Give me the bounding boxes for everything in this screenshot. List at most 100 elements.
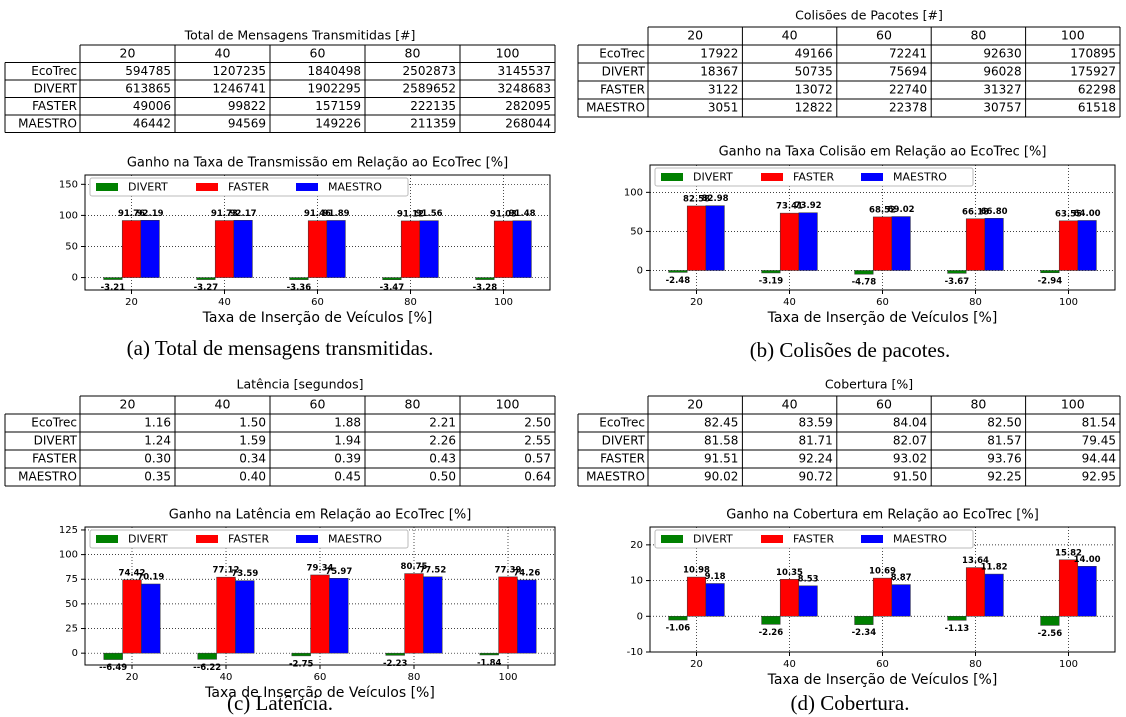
value-label: -3.67 [945,277,970,287]
table-cell: 0.45 [334,470,361,484]
value-label: 10.98 [683,566,710,576]
bar [686,205,707,271]
table-cell: 1.16 [144,416,171,430]
row-label: EcoTrec [599,416,645,430]
table-cell: 31327 [983,83,1021,97]
bar [326,220,346,278]
y-tick-label: 20 [630,540,643,551]
value-label: -3.19 [759,276,784,286]
legend-box [654,167,974,187]
table-cell: 0.34 [239,452,266,466]
table-cell: 81.58 [704,434,738,448]
plot-frame [84,526,556,666]
legend-label: DIVERT [693,533,733,546]
table-header: 100 [1061,28,1085,43]
table-cell: 46442 [133,116,171,130]
value-label: 73.92 [795,201,822,211]
bar [140,220,160,278]
row-label: DIVERT [602,65,646,79]
table-cell: 81.57 [987,434,1021,448]
x-axis-label: Taxa de Inserção de Veículos [%] [767,310,998,326]
x-tick-label: 80 [969,297,982,308]
legend-box [89,529,409,549]
value-label: --6.22 [193,663,221,673]
value-label: 91.89 [323,209,350,219]
legend-label: MAESTRO [328,181,382,194]
legend-label: FASTER [228,181,269,194]
bar [289,277,309,280]
value-label: 77.39 [495,565,522,575]
table-cell: 72241 [889,47,927,61]
row-label: DIVERT [34,434,78,448]
table-cell: 90.02 [704,470,738,484]
caption: (c) Latência. [227,691,333,715]
legend-label: MAESTRO [328,533,382,546]
y-tick-label: 50 [65,241,78,252]
bar [668,616,688,621]
row-label: FASTER [32,452,77,466]
table-cell: 84.04 [893,416,927,430]
value-label: 91.56 [416,209,443,219]
value-label: -3.47 [380,283,405,293]
plot-frame [84,174,551,291]
legend-swatch [761,173,783,181]
row-label: MAESTRO [586,101,645,115]
value-label: 8.53 [798,574,819,584]
bar [385,652,405,656]
value-label: -3.27 [194,283,219,293]
table-cell: 268044 [505,116,551,130]
value-label: 13.64 [962,556,989,566]
bar [984,218,1004,271]
table-cell: 1.24 [144,434,171,448]
table-cell: 81.54 [1082,416,1116,430]
bar [141,583,161,654]
table-cell: 2.21 [429,416,456,430]
table-cell: 3122 [708,83,739,97]
table-cell: 1840498 [308,64,361,78]
table-cell: 1207235 [213,64,266,78]
bar [705,205,725,271]
table-cell: 75694 [889,65,927,79]
bar [122,579,142,654]
value-label: 15.82 [1055,548,1082,558]
value-label: 8.87 [891,573,912,583]
x-tick-label: 40 [218,297,231,308]
table-cell: 175927 [1070,65,1116,79]
legend-swatch [96,535,118,543]
table-cell: 49166 [795,47,833,61]
table-cell: 594785 [125,64,171,78]
legend-swatch [96,183,118,191]
legend-label: FASTER [228,533,269,546]
x-tick-label: 80 [404,297,417,308]
bar [798,585,818,617]
bar [1058,559,1079,617]
y-tick-label: -10 [627,647,643,658]
table-header: 20 [120,397,136,412]
table-cell: 1.59 [239,434,266,448]
bar [984,573,1004,617]
y-tick-label: 100 [59,210,78,221]
y-tick-label: 100 [59,550,78,561]
legend-label: DIVERT [693,171,733,184]
table-header: 20 [120,45,136,60]
table-header: 60 [876,28,892,43]
row-label: DIVERT [34,81,78,95]
bar [705,583,725,617]
x-tick-label: 80 [969,659,982,670]
table-cell: 1.94 [334,434,361,448]
bar [872,577,893,617]
table-cell: 50735 [795,65,833,79]
value-label: 9.18 [705,572,726,582]
table-cell: 93.02 [893,452,927,466]
table-header: 100 [496,45,520,60]
row-label: FASTER [32,99,77,113]
table-cell: 22740 [889,83,927,97]
y-tick-label: 125 [59,525,78,536]
value-label: 91.03 [490,209,517,219]
bar [965,567,986,617]
x-tick-label: 100 [498,672,517,683]
bar [235,580,255,654]
table-header: 40 [215,45,231,60]
table-cell: 94569 [228,116,266,130]
value-label: -2.26 [759,628,784,638]
